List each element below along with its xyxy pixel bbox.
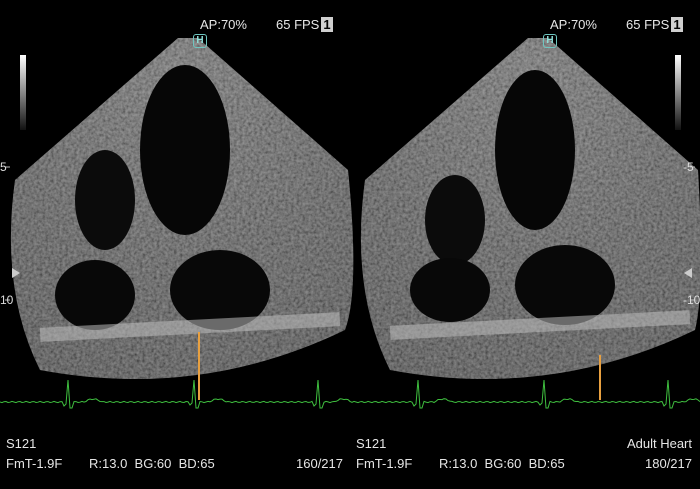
harmonic-badge-right: H (543, 34, 557, 48)
preset-right: FmT-1.9F (356, 456, 413, 471)
fps-badge: 1 (671, 17, 683, 32)
depth-label-5: 5 (0, 160, 7, 174)
exam-type: Adult Heart (626, 436, 692, 451)
left-sector-image (10, 38, 354, 379)
ap-left: AP:70% (200, 17, 247, 32)
fps-badge: 1 (321, 17, 333, 32)
ecg-trace (0, 379, 700, 409)
grayscale-bar-left (20, 55, 26, 130)
right-sector-image (360, 38, 700, 379)
fps-text: 65 FPS (626, 17, 670, 32)
fps-text: 65 FPS (276, 17, 320, 32)
depth-scale (5, 166, 695, 301)
depth-label-10: 10 (0, 293, 14, 307)
ap-right: AP:70% (550, 17, 597, 32)
params-left: R:13.0 BG:60 BD:65 (89, 456, 215, 471)
probe-left: S121 (6, 436, 37, 451)
grayscale-bar-right (675, 55, 681, 130)
probe-right: S121 (356, 436, 387, 451)
focus-marker-left (12, 268, 20, 278)
frame-counter-left: 160/217 (296, 456, 343, 471)
frame-counter-right: 180/217 (645, 456, 692, 471)
depth-label-right-10: -10 (683, 293, 700, 307)
fps-left: 65 FPS 1 (276, 17, 333, 32)
params-right: R:13.0 BG:60 BD:65 (439, 456, 565, 471)
depth-label-right-5: -5 (683, 160, 694, 174)
preset-left: FmT-1.9F (6, 456, 63, 471)
harmonic-badge-left: H (193, 34, 207, 48)
fps-right: 65 FPS 1 (626, 17, 683, 32)
focus-marker-right (684, 268, 692, 278)
